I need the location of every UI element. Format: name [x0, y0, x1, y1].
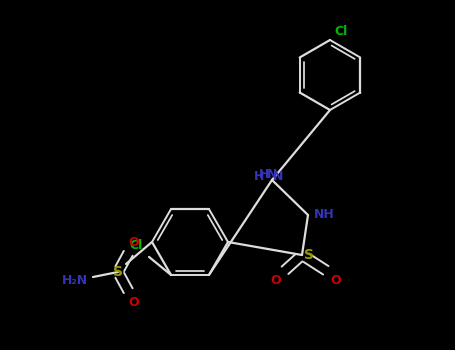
Text: O: O — [129, 236, 139, 248]
Text: H: H — [253, 170, 264, 183]
Text: O: O — [271, 274, 281, 287]
Text: O: O — [129, 295, 139, 308]
Text: S: S — [113, 265, 123, 279]
Text: N: N — [267, 168, 277, 182]
Text: S: S — [304, 248, 314, 262]
Text: H: H — [259, 168, 269, 182]
Text: N: N — [273, 170, 283, 183]
Text: H₂N: H₂N — [62, 273, 88, 287]
Text: Cl: Cl — [130, 239, 143, 252]
Text: NH: NH — [314, 209, 335, 222]
Text: Cl: Cl — [334, 25, 347, 38]
Text: O: O — [331, 274, 341, 287]
